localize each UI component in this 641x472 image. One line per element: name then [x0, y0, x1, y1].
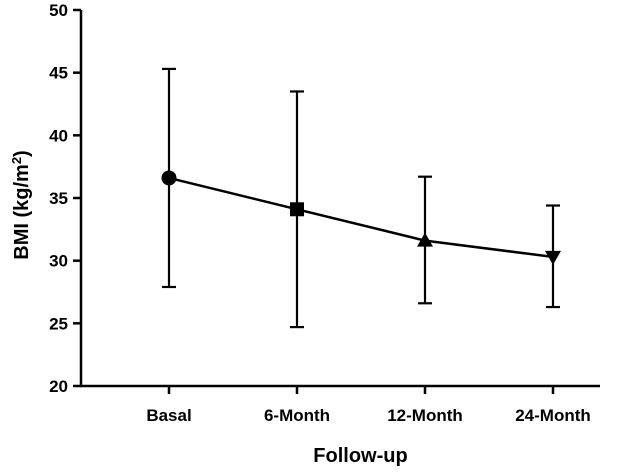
- x-axis-title: Follow-up: [313, 445, 407, 467]
- data-point-24-month: [545, 250, 561, 265]
- x-tick-label-24-month: 24-Month: [515, 406, 591, 425]
- data-point-basal: [161, 170, 177, 186]
- axes-layer: [73, 8, 600, 394]
- y-axis-title-superscript: 2: [9, 157, 24, 164]
- y-axis-title-prefix: BMI (kg/m: [11, 164, 33, 260]
- y-tick-label-25: 25: [49, 314, 68, 333]
- y-tick-label-45: 45: [49, 64, 68, 83]
- y-axis-title-suffix: ): [11, 150, 33, 157]
- labels-layer: Follow-up BMI (kg/m2) 20 25 30 35 40 45 50 Basa…: [9, 1, 591, 467]
- y-tick-label-35: 35: [49, 189, 68, 208]
- x-tick-label-basal: Basal: [146, 406, 191, 425]
- series-layer: [161, 67, 561, 329]
- x-tick-label-6-month: 6-Month: [264, 406, 330, 425]
- series-line: [168, 176, 554, 259]
- y-tick-label-50: 50: [49, 1, 68, 20]
- data-point-6-month: [290, 202, 304, 217]
- data-point-12-month: [417, 232, 433, 247]
- y-tick-label-20: 20: [49, 377, 68, 396]
- y-tick-label-30: 30: [49, 252, 68, 271]
- y-tick-label-40: 40: [49, 126, 68, 145]
- y-axis-title: BMI (kg/m2): [9, 150, 33, 259]
- x-tick-label-12-month: 12-Month: [387, 406, 463, 425]
